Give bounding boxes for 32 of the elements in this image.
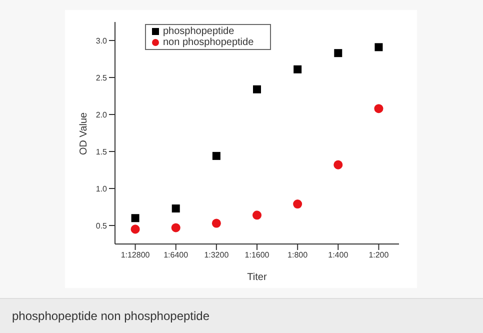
point [131, 214, 140, 222]
x-tick-label: 1:6400 [164, 250, 189, 260]
point [294, 65, 302, 74]
point [334, 160, 343, 170]
point [171, 223, 180, 232]
x-tick-label: 1:800 [288, 250, 308, 260]
legend-label: non phosphopeptide [163, 37, 254, 48]
x-tick-label: 1:400 [328, 250, 349, 260]
point [172, 204, 180, 212]
text: phosphopeptide non phosphopeptide [12, 309, 210, 323]
y-tick-label: 1.0 [96, 184, 108, 194]
y-tick-label: 1.5 [96, 147, 108, 156]
y-axis-title: OD Value [78, 112, 90, 155]
point [374, 104, 384, 114]
legend-label: phosphopeptide [163, 26, 234, 37]
point [212, 218, 221, 228]
y-tick-label: 2.5 [96, 73, 108, 82]
x-tick-label: 1:3200 [204, 250, 230, 260]
point [130, 224, 140, 234]
x-tick-label: 1:200 [368, 250, 390, 260]
x-tick-label: 1:1600 [244, 250, 270, 260]
point [374, 43, 383, 52]
point [252, 210, 262, 220]
point [293, 200, 302, 209]
x-axis-title: Titer [247, 272, 268, 283]
y-tick-label: 2.0 [96, 110, 108, 120]
y-tick-label: 3.0 [96, 36, 108, 46]
point [334, 49, 342, 58]
point [253, 85, 261, 94]
y-tick-label: 0.5 [96, 221, 108, 230]
point [212, 152, 220, 160]
x-tick-label: 1:12800 [120, 250, 150, 260]
